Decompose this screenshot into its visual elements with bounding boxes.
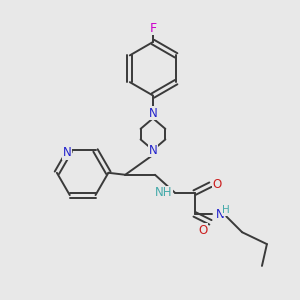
Text: N: N bbox=[148, 107, 157, 120]
Text: O: O bbox=[213, 178, 222, 191]
Text: N: N bbox=[62, 146, 71, 159]
Text: H: H bbox=[222, 206, 230, 215]
Text: O: O bbox=[198, 224, 207, 237]
Text: NH: NH bbox=[155, 186, 173, 199]
Text: N: N bbox=[215, 208, 224, 221]
Text: N: N bbox=[148, 143, 157, 157]
Text: F: F bbox=[149, 22, 157, 34]
